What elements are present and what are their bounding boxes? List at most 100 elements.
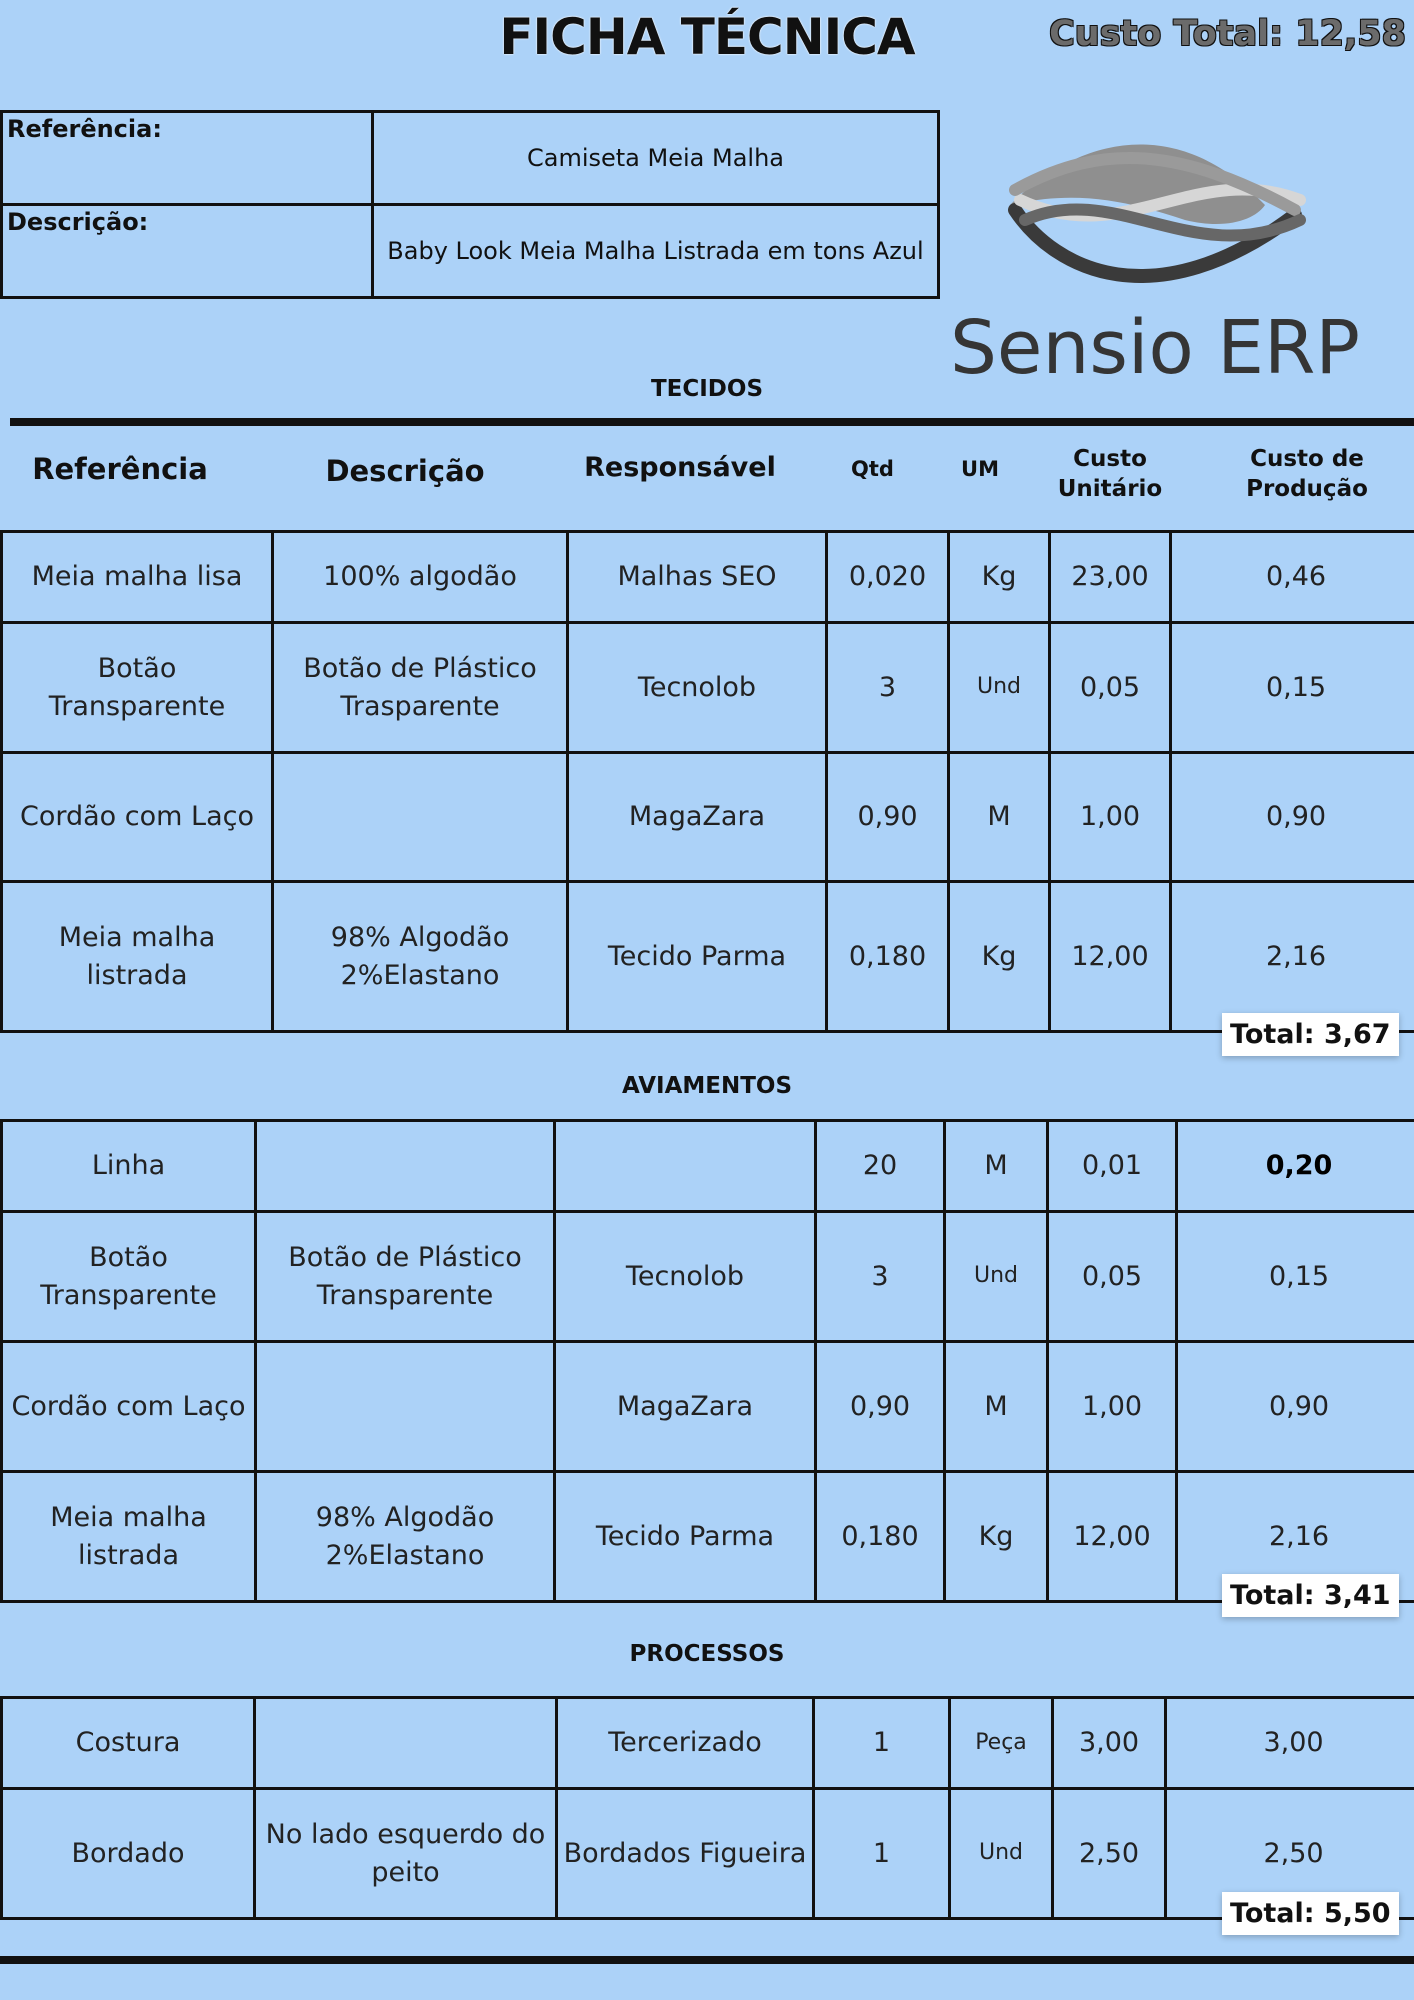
col-header-referencia: Referência — [32, 452, 208, 486]
cell-responsavel: MagaZara — [553, 1340, 817, 1473]
cell-um: Und — [943, 1210, 1049, 1343]
table-row: Meia malha lisa 100% algodão Malhas SEO … — [0, 530, 1414, 624]
cell-um: Und — [947, 621, 1051, 754]
col-header-qtd: Qtd — [851, 457, 894, 481]
cell-referencia: Botão Transparente — [0, 621, 274, 754]
logo-text: Sensio ERP — [949, 305, 1361, 391]
col-header-um: UM — [961, 457, 999, 481]
section-title-tecidos: TECIDOS — [650, 376, 764, 402]
table-row: Cordão com Laço MagaZara 0,90 M 1,00 0,9… — [0, 751, 1414, 883]
cell-qtd: 0,020 — [825, 530, 950, 624]
cell-referencia: Meia malha listrada — [0, 880, 274, 1033]
cell-descricao: No lado esquerdo do peito — [253, 1787, 558, 1920]
cell-responsavel: Tecido Parma — [566, 880, 828, 1033]
cell-qtd: 0,180 — [814, 1470, 946, 1603]
cell-referencia: Costura — [0, 1696, 256, 1790]
table-row: Meia malha listrada 98% Algodão 2%Elasta… — [0, 880, 1414, 1033]
cell-qtd: 0,180 — [825, 880, 950, 1033]
cell-descricao — [253, 1696, 558, 1790]
cell-qtd: 3 — [825, 621, 950, 754]
table-row: Meia malha listrada 98% Algodão 2%Elasta… — [0, 1470, 1414, 1603]
cell-descricao: 98% Algodão 2%Elastano — [271, 880, 569, 1033]
cell-custo-unitario: 1,00 — [1048, 751, 1172, 883]
cell-referencia: Meia malha lisa — [0, 530, 274, 624]
cell-custo-producao: 0,90 — [1175, 1340, 1414, 1473]
cell-responsavel — [553, 1119, 817, 1213]
cell-referencia: Linha — [0, 1119, 257, 1213]
section-title-processos: PROCESSOS — [629, 1641, 785, 1667]
cell-responsavel: Tecnolob — [553, 1210, 817, 1343]
col-header-responsavel: Responsável — [584, 452, 776, 483]
cell-qtd: 0,90 — [825, 751, 950, 883]
cell-descricao: Botão de Plástico Trasparente — [271, 621, 569, 754]
cell-um: M — [943, 1340, 1049, 1473]
cell-referencia: Meia malha listrada — [0, 1470, 257, 1603]
cell-descricao: 100% algodão — [271, 530, 569, 624]
cell-referencia: Cordão com Laço — [0, 1340, 257, 1473]
cell-referencia: Botão Transparente — [0, 1210, 257, 1343]
cell-qtd: 1 — [812, 1787, 951, 1920]
col-header-descricao: Descrição — [325, 454, 485, 488]
section-title-aviamentos: AVIAMENTOS — [621, 1073, 793, 1099]
cell-custo-unitario: 12,00 — [1046, 1470, 1178, 1603]
cell-custo-unitario: 2,50 — [1051, 1787, 1167, 1920]
cell-custo-unitario: 0,05 — [1046, 1210, 1178, 1343]
cell-custo-unitario: 1,00 — [1046, 1340, 1178, 1473]
cell-referencia: Cordão com Laço — [0, 751, 274, 883]
processos-table: Costura Tercerizado 1 Peça 3,00 3,00 Bor… — [0, 1696, 1414, 1920]
cell-custo-unitario: 12,00 — [1048, 880, 1172, 1033]
cell-responsavel: Malhas SEO — [566, 530, 828, 624]
cell-descricao — [271, 751, 569, 883]
table-row: Costura Tercerizado 1 Peça 3,00 3,00 — [0, 1696, 1414, 1790]
cell-qtd: 20 — [814, 1119, 946, 1213]
cell-um: M — [943, 1119, 1049, 1213]
tecidos-total: Total: 3,67 — [1222, 1013, 1399, 1056]
page-title: FICHA TÉCNICA — [499, 8, 915, 66]
cell-custo-producao: 0,15 — [1169, 621, 1414, 754]
table-row: Botão Transparente Botão de Plástico Tra… — [0, 1210, 1414, 1343]
cell-custo-unitario: 23,00 — [1048, 530, 1172, 624]
cell-qtd: 0,90 — [814, 1340, 946, 1473]
table-row: Cordão com Laço MagaZara 0,90 M 1,00 0,9… — [0, 1340, 1414, 1473]
reference-label: Referência: — [0, 110, 374, 206]
reference-value: Camiseta Meia Malha — [371, 110, 940, 206]
cell-um: Peça — [948, 1696, 1054, 1790]
table-row: Linha 20 M 0,01 0,20 — [0, 1119, 1414, 1213]
table-row: Botão Transparente Botão de Plástico Tra… — [0, 621, 1414, 754]
cell-descricao — [254, 1119, 556, 1213]
cell-um: Kg — [943, 1470, 1049, 1603]
cell-custo-producao: 0,46 — [1169, 530, 1414, 624]
section-divider — [10, 418, 1414, 426]
cell-descricao: Botão de Plástico Transparente — [254, 1210, 556, 1343]
cell-qtd: 1 — [812, 1696, 951, 1790]
cell-qtd: 3 — [814, 1210, 946, 1343]
cell-descricao: 98% Algodão 2%Elastano — [254, 1470, 556, 1603]
cell-descricao — [254, 1340, 556, 1473]
cell-custo-unitario: 0,05 — [1048, 621, 1172, 754]
cell-custo-producao: 0,20 — [1175, 1119, 1414, 1213]
col-header-custo-producao-line1: Custo de — [1250, 446, 1364, 472]
description-value: Baby Look Meia Malha Listrada em tons Az… — [371, 203, 940, 299]
cell-custo-unitario: 0,01 — [1046, 1119, 1178, 1213]
col-header-custo-unitario-line1: Custo — [1073, 446, 1147, 472]
table-row: Bordado No lado esquerdo do peito Bordad… — [0, 1787, 1414, 1920]
cell-referencia: Bordado — [0, 1787, 256, 1920]
bottom-divider — [0, 1956, 1414, 1964]
description-label: Descrição: — [0, 203, 374, 299]
cell-responsavel: Bordados Figueira — [555, 1787, 815, 1920]
cell-responsavel: Tecido Parma — [553, 1470, 817, 1603]
tecidos-table: Meia malha lisa 100% algodão Malhas SEO … — [0, 530, 1414, 1033]
cell-um: Und — [948, 1787, 1054, 1920]
col-header-custo-unitario: Custo Unitário — [1040, 444, 1180, 504]
product-info-table: Referência: Camiseta Meia Malha Descriçã… — [0, 110, 940, 299]
cell-custo-unitario: 3,00 — [1051, 1696, 1167, 1790]
cell-responsavel: Tecnolob — [566, 621, 828, 754]
cell-um: Kg — [947, 530, 1051, 624]
cell-responsavel: MagaZara — [566, 751, 828, 883]
cell-responsavel: Tercerizado — [555, 1696, 815, 1790]
col-header-custo-unitario-line2: Unitário — [1057, 476, 1163, 502]
processos-total: Total: 5,50 — [1222, 1892, 1399, 1935]
cell-um: M — [947, 751, 1051, 883]
aviamentos-table: Linha 20 M 0,01 0,20 Botão Transparente … — [0, 1119, 1414, 1603]
cell-custo-producao: 2,16 — [1169, 880, 1414, 1033]
